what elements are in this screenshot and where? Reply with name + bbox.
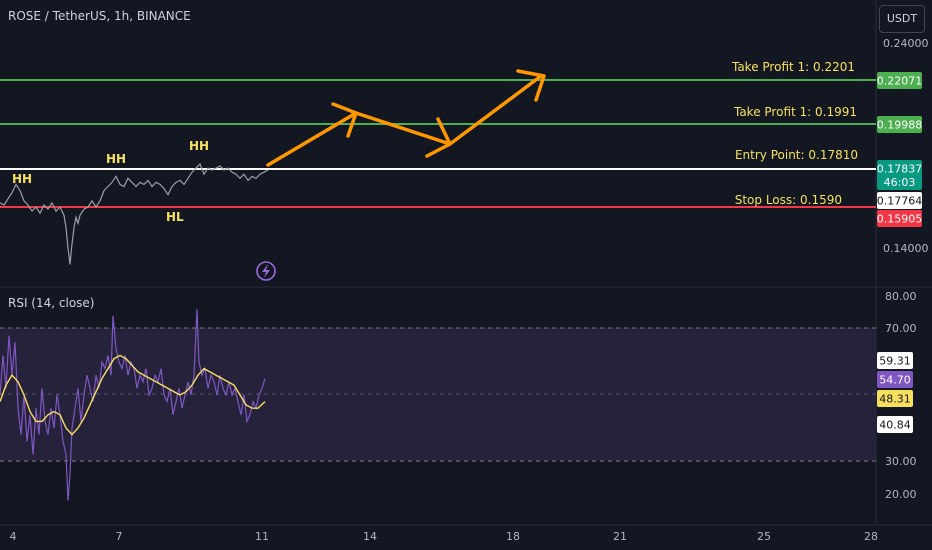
rsi-tick-30: 30.00 bbox=[885, 455, 917, 468]
time-tick-4: 4 bbox=[10, 530, 17, 543]
rsi-badge-upper-text: 59.31 bbox=[879, 355, 911, 368]
tp1-label: Take Profit 1: 0.1991 bbox=[733, 105, 857, 119]
arrowhead-1 bbox=[331, 102, 358, 138]
annotation-hh-2: HH bbox=[106, 152, 126, 166]
rsi-badge-lower-text: 40.84 bbox=[879, 419, 911, 432]
badge-countdown-text: 46:03 bbox=[884, 176, 916, 189]
arrowhead-3 bbox=[516, 69, 546, 102]
badge-tp1-text: 0.19988 bbox=[877, 119, 923, 132]
time-tick-18: 18 bbox=[506, 530, 520, 543]
price-tick-1: 0.24000 bbox=[883, 37, 929, 50]
annotation-hl: HL bbox=[166, 210, 184, 224]
price-series bbox=[0, 162, 269, 265]
rsi-badge-value-text: 54.70 bbox=[879, 374, 911, 387]
badge-last-price: 0.17837 46:03 bbox=[877, 160, 923, 190]
badge-other-price: 0.17764 bbox=[877, 192, 923, 209]
rsi-ma-series bbox=[0, 354, 266, 436]
time-tick-7: 7 bbox=[116, 530, 123, 543]
stop-label: Stop Loss: 0.1590 bbox=[735, 193, 842, 207]
projection-arrows bbox=[266, 69, 546, 167]
badge-last-price-text: 0.17837 bbox=[877, 163, 923, 176]
badge-tp2-text: 0.22071 bbox=[877, 75, 923, 88]
badge-tp2: 0.22071 bbox=[877, 72, 923, 89]
rsi-tick-20: 20.00 bbox=[885, 488, 917, 501]
rsi-series bbox=[0, 309, 266, 501]
time-tick-21: 21 bbox=[613, 530, 627, 543]
entry-label: Entry Point: 0.17810 bbox=[735, 148, 858, 162]
annotation-hh-3: HH bbox=[189, 139, 209, 153]
time-tick-11: 11 bbox=[255, 530, 269, 543]
time-tick-25: 25 bbox=[757, 530, 771, 543]
badge-tp1: 0.19988 bbox=[877, 116, 923, 133]
rsi-badge-ma-text: 48.31 bbox=[879, 393, 911, 406]
arrowhead-2 bbox=[425, 117, 452, 158]
currency-button[interactable]: USDT bbox=[879, 5, 925, 33]
annotation-hh-1: HH bbox=[12, 172, 32, 186]
rsi-badge-value: 54.70 bbox=[877, 371, 913, 388]
rsi-badge-ma: 48.31 bbox=[877, 390, 913, 407]
price-tick-2: 0.14000 bbox=[883, 242, 929, 255]
badge-stop-text: 0.15905 bbox=[877, 213, 923, 226]
lightning-icon[interactable] bbox=[256, 261, 276, 281]
tp2-label: Take Profit 1: 0.2201 bbox=[731, 60, 855, 74]
time-tick-28: 28 bbox=[864, 530, 878, 543]
rsi-tick-70: 70.00 bbox=[885, 322, 917, 335]
rsi-label: RSI (14, close) bbox=[8, 296, 95, 310]
rsi-badge-upper: 59.31 bbox=[877, 352, 913, 369]
badge-stop: 0.15905 bbox=[877, 210, 923, 227]
badge-other-price-text: 0.17764 bbox=[877, 195, 923, 208]
chart-title: ROSE / TetherUS, 1h, BINANCE bbox=[8, 9, 191, 23]
time-tick-14: 14 bbox=[363, 530, 377, 543]
rsi-badge-lower: 40.84 bbox=[877, 416, 913, 433]
rsi-tick-80: 80.00 bbox=[885, 290, 917, 303]
projection-path bbox=[266, 74, 543, 167]
